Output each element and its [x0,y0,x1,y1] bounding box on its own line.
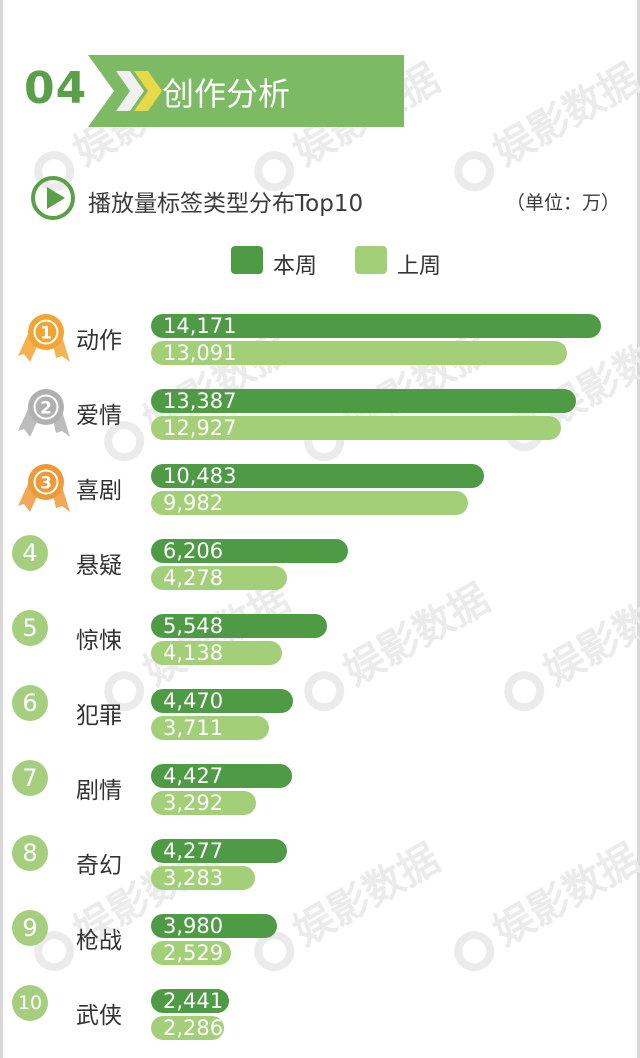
bar-value-label: 2,529 [163,941,224,965]
bar-value-label: 3,711 [163,716,224,740]
frame-left-line [0,0,3,1058]
legend-label-current: 本周 [273,254,318,279]
bar-value-label: 4,278 [163,566,224,590]
bar-value-label: 3,980 [163,914,224,938]
bar-value-label: 4,470 [163,689,224,713]
bar-current-week: 5,548 [151,614,327,638]
bar-value-label: 4,138 [163,641,224,665]
bar-current-week: 4,470 [151,689,293,713]
double-chevron-icon [116,71,162,111]
chart-row: 2 爱情 13,387 12,927 [0,375,640,450]
bar-current-week: 2,441 [151,989,229,1013]
rank-badge: 10 [12,985,48,1021]
bar-chart: 1 动作 14,171 13,091 2 爱情 13,387 12,927 3 喜剧 10,483 9… [0,300,640,1050]
bar-previous-week: 9,982 [151,491,468,515]
rank-medal-icon: 2 [18,385,74,441]
bar-value-label: 9,982 [163,491,224,515]
bar-value-label: 2,286 [163,1016,224,1040]
legend-swatch-previous [355,246,387,274]
category-label: 爱情 [76,403,122,429]
rank-badge: 6 [12,685,48,721]
category-label: 犯罪 [76,703,122,729]
chart-row: 6 犯罪 4,470 3,711 [0,675,640,750]
chart-row: 9 枪战 3,980 2,529 [0,900,640,975]
category-label: 喜剧 [76,478,122,504]
bar-value-label: 13,091 [163,341,237,365]
chart-row: 5 惊悚 5,548 4,138 [0,600,640,675]
rank-badge: 7 [12,760,48,796]
chart-row: 8 奇幻 4,277 3,283 [0,825,640,900]
bar-previous-week: 2,286 [151,1016,224,1040]
bar-previous-week: 3,711 [151,716,269,740]
category-label: 动作 [76,328,122,354]
bar-value-label: 12,927 [163,416,237,440]
rank-badge: 5 [12,610,48,646]
chart-row: 1 动作 14,171 13,091 [0,300,640,375]
bar-current-week: 14,171 [151,314,601,338]
rank-medal-icon: 1 [18,310,74,366]
category-label: 悬疑 [76,553,122,579]
section-header: 04 创作分析 [24,55,404,127]
bar-value-label: 6,206 [163,539,224,563]
play-circle-icon [31,176,75,220]
bar-current-week: 13,387 [151,389,576,413]
bar-previous-week: 13,091 [151,341,567,365]
bar-previous-week: 3,292 [151,791,256,815]
rank-badge: 9 [12,910,48,946]
bar-previous-week: 12,927 [151,416,561,440]
category-label: 武侠 [76,1003,122,1029]
watermark-text: 娱影数据 [486,55,640,176]
bar-value-label: 10,483 [163,464,237,488]
bar-value-label: 3,292 [163,791,224,815]
legend-label-previous: 上周 [397,254,442,279]
chart-row: 7 剧情 4,427 3,292 [0,750,640,825]
category-label: 剧情 [76,778,122,804]
bar-previous-week: 4,138 [151,641,282,665]
bar-value-label: 3,283 [163,866,224,890]
chart-subtitle-row: 播放量标签类型分布Top10 （单位：万） [30,175,620,221]
bar-previous-week: 4,278 [151,566,287,590]
section-title: 创作分析 [162,75,291,113]
chart-row: 3 喜剧 10,483 9,982 [0,450,640,525]
bar-current-week: 10,483 [151,464,484,488]
svg-text:3: 3 [40,474,52,494]
category-label: 枪战 [76,928,122,954]
bar-current-week: 6,206 [151,539,348,563]
bar-current-week: 4,427 [151,764,292,788]
bar-value-label: 4,277 [163,839,224,863]
bar-value-label: 4,427 [163,764,224,788]
bar-value-label: 14,171 [163,314,237,338]
chart-title: 播放量标签类型分布Top10 [88,191,364,217]
svg-text:1: 1 [40,324,52,344]
rank-badge: 8 [12,835,48,871]
rank-badge: 4 [12,535,48,571]
bar-current-week: 4,277 [151,839,287,863]
category-label: 惊悚 [76,628,122,654]
bar-value-label: 2,441 [163,989,224,1013]
unit-label: （单位：万） [505,192,620,214]
chart-row: 4 悬疑 6,206 4,278 [0,525,640,600]
category-label: 奇幻 [76,853,122,879]
frame-right-line [637,0,640,1058]
bar-value-label: 5,548 [163,614,224,638]
svg-text:2: 2 [40,399,52,419]
rank-medal-icon: 3 [18,460,74,516]
bar-previous-week: 3,283 [151,866,255,890]
legend-swatch-current [231,246,263,274]
bar-previous-week: 2,529 [151,941,231,965]
bar-current-week: 3,980 [151,914,277,938]
chart-row: 10 武侠 2,441 2,286 [0,975,640,1050]
section-number: 04 [24,63,88,114]
bar-value-label: 13,387 [163,389,237,413]
